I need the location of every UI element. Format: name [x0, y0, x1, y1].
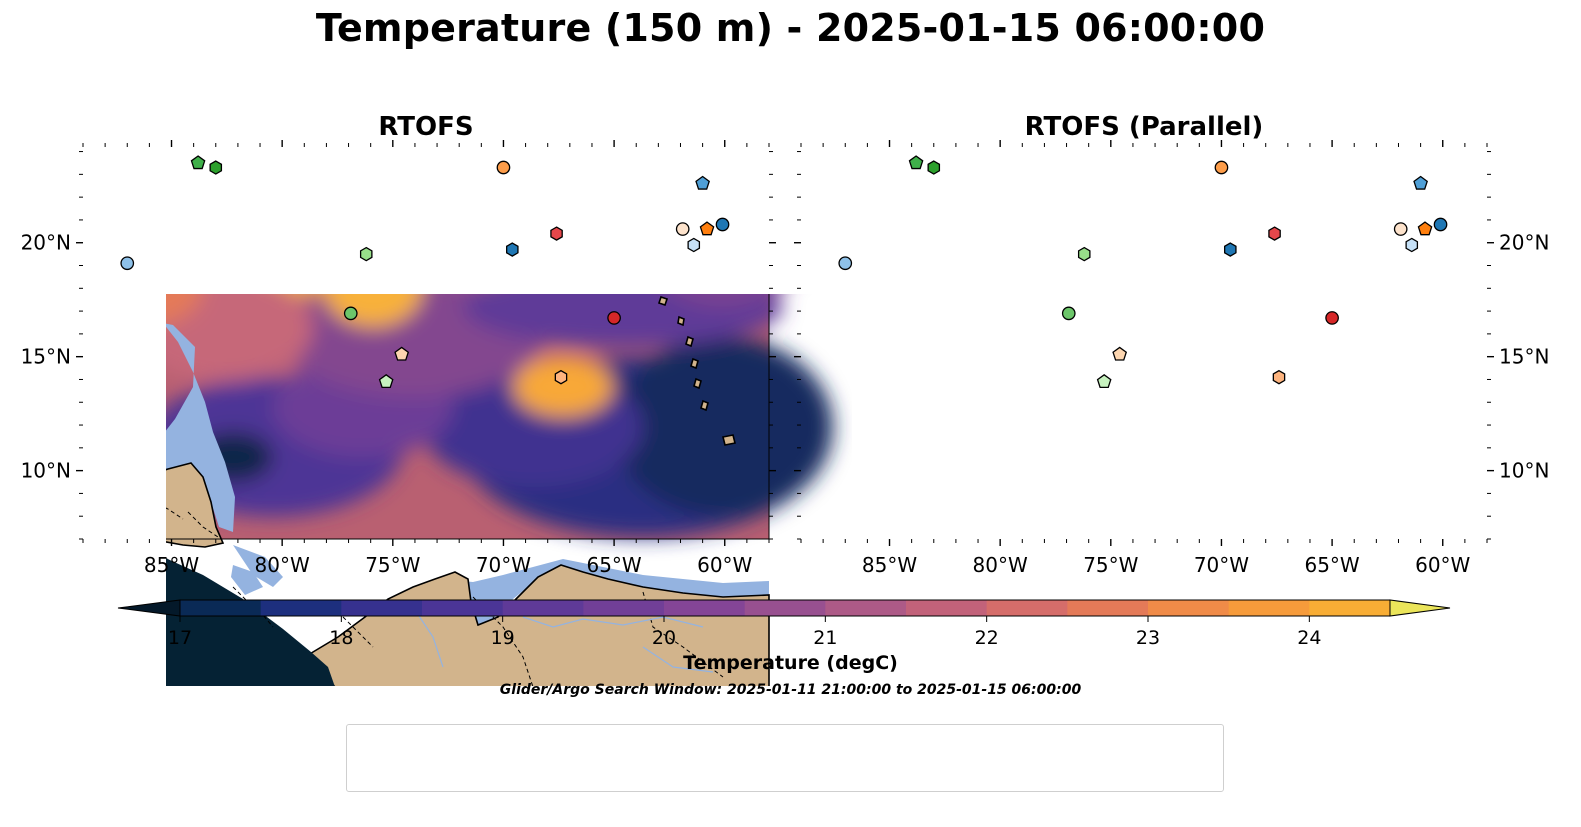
- lat-tick-label: 10°N: [21, 459, 71, 483]
- lon-tick-label: 85°W: [144, 553, 199, 577]
- colorbar-bin: [744, 600, 826, 616]
- colorbar-tick-label: 21: [813, 627, 837, 649]
- float-marker-6903111: [1325, 311, 1339, 325]
- lat-tick-label: 15°N: [1499, 345, 1549, 369]
- float-marker-4902534: [1224, 242, 1237, 257]
- float-marker-4903561: [1077, 246, 1091, 262]
- colorbar-bin: [1309, 600, 1391, 616]
- lon-tick-label: 60°W: [697, 553, 752, 577]
- colorbar-bin: [180, 600, 262, 616]
- float-marker-4903345: [1417, 221, 1433, 236]
- colorbar-bin: [583, 600, 665, 616]
- colorbar-bin: [1228, 600, 1310, 616]
- float-marker-4903348: [1214, 160, 1229, 175]
- lon-tick-label: 70°W: [476, 553, 531, 577]
- colorbar-bin: [1148, 600, 1230, 616]
- colorbar-tick-label: 17: [168, 627, 192, 649]
- float-marker-4903244: [695, 175, 710, 190]
- float-marker-4903345: [699, 221, 715, 236]
- map-panel-rtofs: [166, 294, 833, 686]
- float-marker-4903561: [359, 246, 373, 262]
- panel-title-right: RTOFS (Parallel): [1024, 112, 1264, 142]
- float-marker-4903558: [343, 306, 358, 321]
- float-marker-4903466: [908, 155, 924, 170]
- colorbar-bin: [986, 600, 1068, 616]
- float-marker-4903333: [1405, 237, 1419, 253]
- float-marker-4903352: [675, 222, 690, 236]
- lon-tick-label: 65°W: [586, 553, 641, 577]
- float-marker-4903250: [120, 256, 135, 271]
- colorbar-tick-label: 22: [975, 627, 999, 649]
- float-marker-4903558: [1061, 306, 1076, 321]
- colorbar: 17 18 19 20 21 22 23 24: [117, 599, 1451, 649]
- lat-tick-label: 15°N: [21, 345, 71, 369]
- float-marker-4903348: [496, 160, 511, 175]
- float-marker-4902534: [506, 242, 519, 257]
- colorbar-extend-high: [1389, 599, 1451, 617]
- colorbar-extend-low: [117, 599, 181, 617]
- colorbar-bin: [906, 600, 988, 616]
- lon-tick-label: 75°W: [1083, 553, 1138, 577]
- float-marker-4903354: [927, 160, 941, 175]
- lat-tick-label: 20°N: [21, 231, 71, 255]
- lon-tick-label: 70°W: [1194, 553, 1249, 577]
- float-marker-4903333: [687, 237, 701, 253]
- float-marker-4903349: [1272, 369, 1286, 385]
- float-marker-4903244: [1413, 175, 1428, 190]
- float-marker-4903250: [838, 256, 853, 271]
- float-marker-6903727: [1268, 226, 1281, 241]
- lon-tick-label: 65°W: [1304, 553, 1359, 577]
- float-marker-4903766: [1096, 374, 1112, 389]
- float-marker-4903466: [190, 155, 206, 170]
- lon-tick-label: 60°W: [1415, 553, 1470, 577]
- lon-tick-label: 85°W: [862, 553, 917, 577]
- float-marker-4903354: [209, 160, 223, 175]
- colorbar-tick-label: 24: [1297, 627, 1321, 649]
- lat-tick-label: 20°N: [1499, 231, 1549, 255]
- colorbar-bin: [260, 600, 342, 616]
- float-marker-4903352: [1393, 222, 1408, 236]
- float-marker-4903350: [394, 346, 410, 361]
- float-marker-4903350: [1112, 346, 1128, 361]
- colorbar-label: Temperature (degC): [683, 652, 898, 674]
- colorbar-tick-label: 18: [329, 627, 353, 649]
- float-marker-3901686: [1433, 217, 1448, 232]
- float-marker-3901686: [715, 217, 730, 232]
- colorbar-tick-label: 20: [652, 627, 676, 649]
- float-marker-6903727: [550, 226, 563, 241]
- lat-tick-label: 10°N: [1499, 459, 1549, 483]
- search-window-caption: Glider/Argo Search Window: 2025-01-11 21…: [499, 682, 1082, 698]
- lon-tick-label: 80°W: [973, 553, 1028, 577]
- colorbar-bin: [422, 600, 504, 616]
- colorbar-bin: [664, 600, 746, 616]
- legend: [346, 724, 1224, 792]
- float-marker-4903766: [378, 374, 394, 389]
- float-marker-4903349: [554, 369, 568, 385]
- colorbar-tick-label: 19: [491, 627, 515, 649]
- colorbar-bin: [502, 600, 584, 616]
- colorbar-bin: [1067, 600, 1149, 616]
- colorbar-bin: [341, 600, 423, 616]
- lon-tick-label: 80°W: [255, 553, 310, 577]
- lon-tick-label: 75°W: [365, 553, 420, 577]
- float-marker-6903111: [607, 311, 621, 325]
- figure-title: Temperature (150 m) - 2025-01-15 06:00:0…: [315, 6, 1266, 50]
- colorbar-tick-label: 23: [1136, 627, 1160, 649]
- panel-title-left: RTOFS: [378, 112, 474, 142]
- colorbar-bin: [825, 600, 907, 616]
